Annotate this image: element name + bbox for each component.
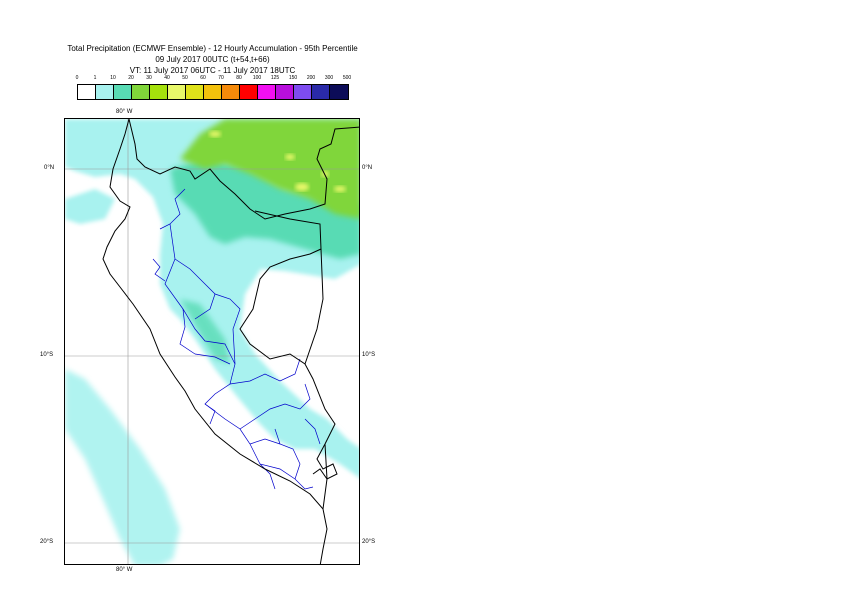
legend-tick: 40	[164, 75, 170, 81]
legend-swatch	[330, 85, 348, 99]
lat-label-left-0: 0°N	[44, 165, 55, 171]
legend-swatch	[78, 85, 96, 99]
legend-tick: 500	[342, 75, 352, 81]
legend-swatch	[204, 85, 222, 99]
lon-label-top: 80° W	[116, 109, 133, 115]
lat-label-left-10: 10°S	[40, 352, 54, 358]
legend-tick: 1	[93, 75, 97, 81]
legend-swatch	[276, 85, 294, 99]
legend-swatch	[150, 85, 168, 99]
lat-label-right-20: 20°S	[362, 539, 376, 545]
legend-tick: 60	[200, 75, 206, 81]
lon-label-bottom: 80° W	[116, 567, 133, 573]
map-canvas	[65, 119, 359, 564]
color-legend	[77, 84, 349, 100]
legend-tick: 125	[270, 75, 280, 81]
legend-tick-labels: 0 1 10 20 30 40 50 60 70 80 100 125 150 200 300 500	[0, 75, 842, 83]
lat-label-right-10: 10°S	[362, 352, 376, 358]
legend-tick: 80	[236, 75, 242, 81]
base-time: 09 July 2017 00UTC (t+54,t+66)	[155, 55, 270, 64]
legend-tick: 10	[110, 75, 116, 81]
legend-swatch	[294, 85, 312, 99]
lat-label-right-0: 0°N	[362, 165, 373, 171]
legend-swatch	[168, 85, 186, 99]
precip-band-50-60	[209, 131, 346, 192]
legend-tick: 200	[306, 75, 316, 81]
legend-swatch	[186, 85, 204, 99]
legend-tick: 300	[324, 75, 334, 81]
precipitation-map	[64, 118, 360, 565]
lat-label-left-20: 20°S	[40, 539, 54, 545]
legend-swatch	[96, 85, 114, 99]
legend-tick: 50	[182, 75, 188, 81]
legend-swatch	[132, 85, 150, 99]
legend-tick: 30	[146, 75, 152, 81]
valid-time: VT: 11 July 2017 06UTC - 11 July 2017 18…	[129, 66, 296, 75]
legend-tick: 100	[252, 75, 262, 81]
country-borders	[102, 119, 359, 564]
legend-swatch	[222, 85, 240, 99]
legend-swatch	[240, 85, 258, 99]
graticule	[65, 119, 359, 564]
region-boundaries	[152, 188, 321, 490]
legend-swatch	[258, 85, 276, 99]
precip-band-10-20	[170, 159, 359, 364]
chart-title: Total Precipitation (ECMWF Ensemble) - 1…	[67, 44, 358, 53]
legend-swatch	[312, 85, 330, 99]
legend-tick: 150	[288, 75, 298, 81]
legend-tick: 0	[75, 75, 79, 81]
legend-tick: 70	[218, 75, 224, 81]
legend-tick: 20	[128, 75, 134, 81]
legend-swatch	[114, 85, 132, 99]
